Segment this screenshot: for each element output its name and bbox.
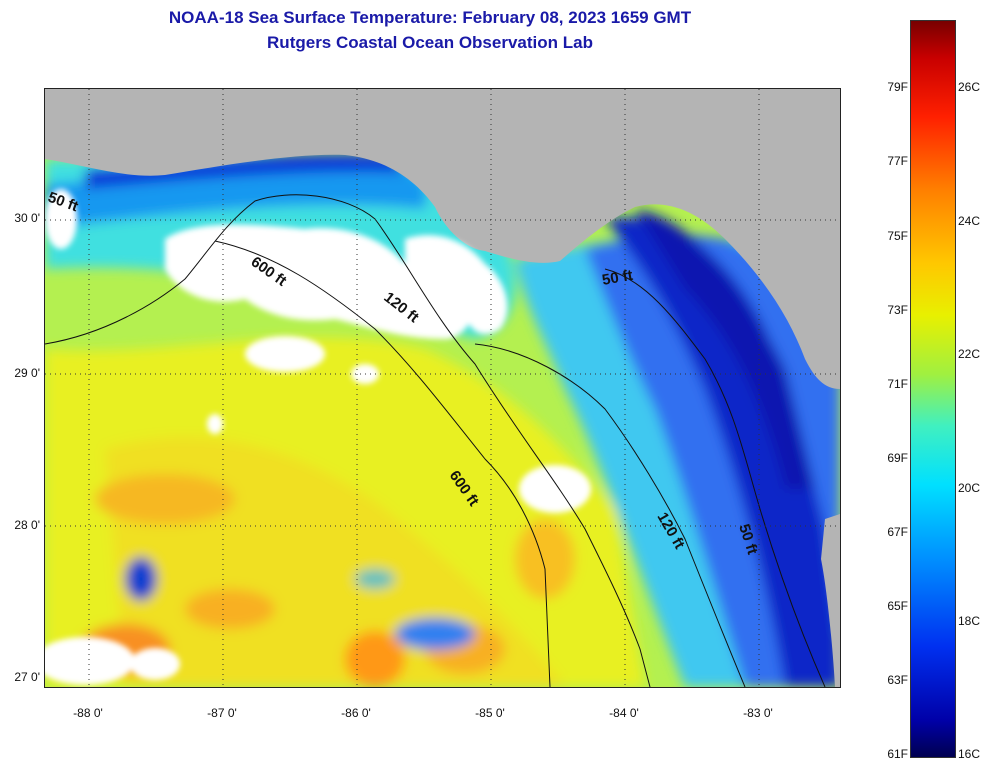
land-mass bbox=[45, 89, 840, 389]
latitude-label: 29 0' bbox=[14, 366, 40, 380]
latitude-label: 30 0' bbox=[14, 211, 40, 225]
latitude-label: 28 0' bbox=[14, 518, 40, 532]
colorbar-fahrenheit-label: 69F bbox=[887, 451, 908, 465]
colorbar-fahrenheit-label: 61F bbox=[887, 747, 908, 761]
chart-subtitle: Rutgers Coastal Ocean Observation Lab bbox=[267, 33, 593, 52]
colorbar-fahrenheit-label: 67F bbox=[887, 525, 908, 539]
colorbar-fahrenheit-label: 65F bbox=[887, 599, 908, 613]
isobath-contours bbox=[45, 194, 826, 687]
longitude-label: -87 0' bbox=[207, 706, 237, 720]
longitude-label: -85 0' bbox=[475, 706, 505, 720]
colorbar-fahrenheit-label: 77F bbox=[887, 154, 908, 168]
colorbar-celsius-label: 20C bbox=[958, 481, 981, 495]
isobath-label: 50 ft bbox=[601, 267, 634, 289]
sst-map-canvas: 50 ft 600 ft 120 ft 50 ft 600 ft 120 ft … bbox=[45, 89, 840, 687]
colorbar-fahrenheit-label: 75F bbox=[887, 229, 908, 243]
latitude-label: 27 0' bbox=[14, 670, 40, 684]
colorbar-fahrenheit-label: 79F bbox=[887, 80, 908, 94]
longitude-label: -83 0' bbox=[743, 706, 773, 720]
colorbar-celsius-label: 18C bbox=[958, 614, 981, 628]
colorbar-fahrenheit-label: 71F bbox=[887, 377, 908, 391]
temperature-colorbar bbox=[910, 20, 956, 758]
chart-title: NOAA-18 Sea Surface Temperature: Februar… bbox=[168, 8, 692, 27]
colorbar-celsius-label: 22C bbox=[958, 347, 981, 361]
land-mass-peninsula bbox=[821, 514, 840, 687]
longitude-label: -88 0' bbox=[73, 706, 103, 720]
colorbar-celsius-label: 24C bbox=[958, 214, 981, 228]
sst-map: 50 ft 600 ft 120 ft 50 ft 600 ft 120 ft … bbox=[44, 88, 841, 688]
longitude-label: -86 0' bbox=[341, 706, 371, 720]
colorbar-fahrenheit-label: 73F bbox=[887, 303, 908, 317]
longitude-label: -84 0' bbox=[609, 706, 639, 720]
colorbar-celsius-label: 16C bbox=[958, 747, 981, 761]
colorbar-celsius-label: 26C bbox=[958, 80, 981, 94]
cloud-cover bbox=[45, 189, 591, 685]
colorbar-fahrenheit-label: 63F bbox=[887, 673, 908, 687]
